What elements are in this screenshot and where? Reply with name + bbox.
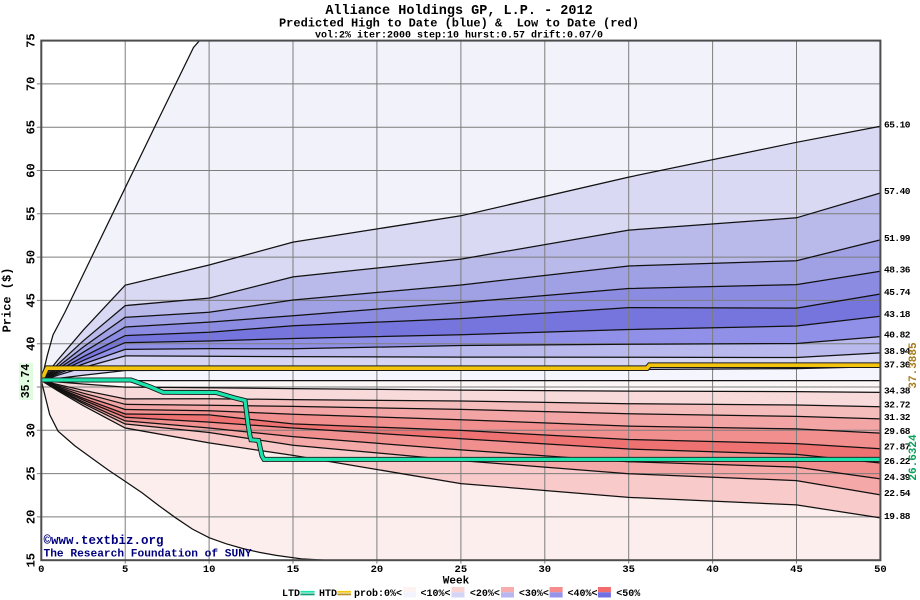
svg-text:prob:0%<: prob:0%< (354, 588, 402, 600)
svg-text:25: 25 (455, 564, 468, 576)
svg-text:34.38: 34.38 (884, 385, 911, 396)
svg-text:22.54: 22.54 (884, 488, 911, 499)
svg-text:45: 45 (790, 564, 803, 576)
svg-text:24.39: 24.39 (884, 472, 911, 483)
svg-text:15: 15 (25, 553, 39, 567)
svg-text:The Research Foundation of SUN: The Research Foundation of SUNY (44, 549, 252, 561)
svg-text:<10%<: <10%< (421, 589, 451, 600)
svg-text:50: 50 (874, 564, 887, 576)
svg-text:HTD: HTD (319, 589, 337, 600)
svg-text:50: 50 (25, 250, 39, 264)
svg-text:vol:2% iter:2000 step:10 hurst: vol:2% iter:2000 step:10 hurst:0.57 drif… (315, 30, 603, 42)
svg-text:45.74: 45.74 (884, 287, 911, 298)
svg-text:10: 10 (203, 564, 216, 576)
svg-text:5: 5 (122, 564, 128, 576)
svg-text:Alliance Holdings GP, L.P. - 2: Alliance Holdings GP, L.P. - 2012 (325, 4, 592, 19)
svg-text:<40%<: <40%< (568, 589, 598, 600)
svg-text:26.22: 26.22 (884, 456, 911, 467)
svg-text:38.94: 38.94 (884, 346, 911, 357)
svg-text:<30%<: <30%< (519, 589, 549, 600)
svg-text:15: 15 (287, 564, 300, 576)
svg-text:27.87: 27.87 (884, 442, 911, 453)
svg-text:65.10: 65.10 (884, 119, 911, 130)
svg-text:30: 30 (25, 423, 39, 437)
svg-text:29.68: 29.68 (884, 426, 911, 437)
svg-text:48.36: 48.36 (884, 264, 911, 275)
svg-text:37.36: 37.36 (884, 360, 911, 371)
svg-text:31.32: 31.32 (884, 412, 911, 423)
svg-text:<50%: <50% (616, 589, 640, 600)
svg-text:25: 25 (25, 466, 39, 480)
svg-text:20: 20 (25, 510, 39, 524)
svg-text:20: 20 (371, 564, 384, 576)
svg-text:32.72: 32.72 (884, 400, 911, 411)
svg-text:Week: Week (443, 576, 470, 588)
svg-text:57.40: 57.40 (884, 186, 911, 197)
svg-text:40: 40 (706, 564, 719, 576)
svg-text:40: 40 (25, 336, 39, 350)
svg-text:60: 60 (25, 163, 39, 177)
svg-text:45: 45 (25, 293, 39, 307)
svg-text:0: 0 (38, 564, 44, 576)
svg-text:75: 75 (25, 33, 39, 47)
svg-text:LTD: LTD (282, 589, 300, 600)
svg-text:<20%<: <20%< (470, 589, 500, 600)
svg-text:35.74: 35.74 (20, 364, 33, 399)
svg-text:40.82: 40.82 (884, 330, 911, 341)
svg-text:51.99: 51.99 (884, 233, 911, 244)
svg-text:65: 65 (25, 120, 39, 134)
svg-text:19.88: 19.88 (884, 511, 911, 522)
svg-text:55: 55 (25, 207, 39, 221)
svg-text:70: 70 (25, 77, 39, 91)
svg-text:Price ($): Price ($) (1, 268, 15, 333)
svg-text:26.6324: 26.6324 (908, 434, 920, 481)
svg-text:©www.textbiz.org: ©www.textbiz.org (44, 534, 164, 548)
svg-text:37.3885: 37.3885 (908, 342, 920, 389)
svg-text:35: 35 (622, 564, 635, 576)
svg-text:30: 30 (538, 564, 551, 576)
svg-text:Predicted High to Date (blue): Predicted High to Date (blue) & Low to D… (279, 17, 639, 31)
svg-text:43.18: 43.18 (884, 309, 911, 320)
